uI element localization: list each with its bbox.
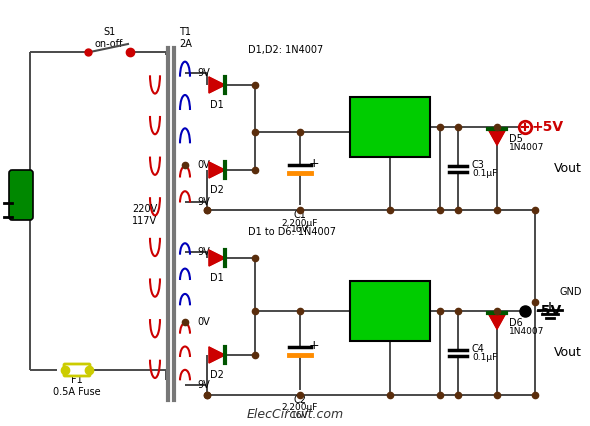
- Text: IC1: IC1: [379, 115, 401, 127]
- Text: 2,200µF: 2,200µF: [282, 403, 318, 412]
- Polygon shape: [209, 162, 225, 178]
- Text: 9V: 9V: [197, 380, 210, 390]
- Text: 16V: 16V: [291, 225, 309, 234]
- Polygon shape: [488, 129, 506, 145]
- Text: C4: C4: [472, 344, 485, 354]
- Text: D2: D2: [210, 185, 224, 195]
- Text: 0.1µF: 0.1µF: [472, 169, 497, 178]
- Text: D2: D2: [210, 370, 224, 380]
- Text: C3: C3: [472, 159, 485, 170]
- FancyBboxPatch shape: [350, 97, 430, 157]
- Text: D5: D5: [509, 134, 523, 144]
- Text: 9V: 9V: [197, 247, 210, 257]
- Text: 0V: 0V: [197, 317, 210, 327]
- Text: 7805: 7805: [372, 127, 408, 141]
- Text: Vout: Vout: [554, 346, 582, 360]
- Text: 1N4007: 1N4007: [509, 144, 545, 153]
- Text: -5V: -5V: [535, 304, 561, 318]
- Text: 0V: 0V: [197, 160, 210, 170]
- Text: C1: C1: [294, 210, 306, 220]
- Text: GND: GND: [380, 329, 400, 339]
- Text: 9V: 9V: [197, 197, 210, 207]
- Text: +: +: [309, 339, 319, 352]
- Text: IN: IN: [355, 123, 365, 132]
- Text: 220V
117V: 220V 117V: [132, 204, 158, 226]
- Text: F1
0.5A Fuse: F1 0.5A Fuse: [53, 375, 101, 397]
- Text: 0.1µF: 0.1µF: [472, 354, 497, 363]
- Text: Vout: Vout: [554, 161, 582, 175]
- Text: +: +: [309, 157, 319, 170]
- Polygon shape: [209, 347, 225, 363]
- Text: T1
2A: T1 2A: [179, 27, 192, 49]
- Text: D6: D6: [509, 318, 523, 328]
- FancyBboxPatch shape: [64, 364, 90, 376]
- Text: 16V: 16V: [291, 411, 309, 420]
- Text: D1,D2: 1N4007: D1,D2: 1N4007: [248, 45, 323, 55]
- Text: IN: IN: [355, 306, 365, 316]
- Text: OUT: OUT: [406, 306, 425, 316]
- Text: OUT: OUT: [406, 123, 425, 132]
- Text: D1: D1: [210, 100, 224, 110]
- Text: GND: GND: [560, 287, 582, 297]
- Text: GND: GND: [380, 146, 400, 155]
- Text: C2: C2: [293, 395, 306, 405]
- Text: 7805: 7805: [372, 311, 408, 325]
- Text: +5V: +5V: [532, 120, 564, 134]
- Text: IC2: IC2: [379, 299, 401, 311]
- Polygon shape: [488, 313, 506, 329]
- Polygon shape: [209, 77, 225, 93]
- Text: 1N4007: 1N4007: [509, 328, 545, 337]
- Text: 2,200µF: 2,200µF: [282, 219, 318, 227]
- Text: D1: D1: [210, 273, 224, 283]
- Polygon shape: [209, 250, 225, 266]
- FancyBboxPatch shape: [350, 281, 430, 341]
- Text: 9V: 9V: [197, 68, 210, 78]
- Text: S1
on-off: S1 on-off: [95, 27, 123, 49]
- Text: ElecCircuit.com: ElecCircuit.com: [247, 409, 343, 421]
- Text: D1 to D6: 1N4007: D1 to D6: 1N4007: [248, 227, 336, 237]
- FancyBboxPatch shape: [9, 170, 33, 220]
